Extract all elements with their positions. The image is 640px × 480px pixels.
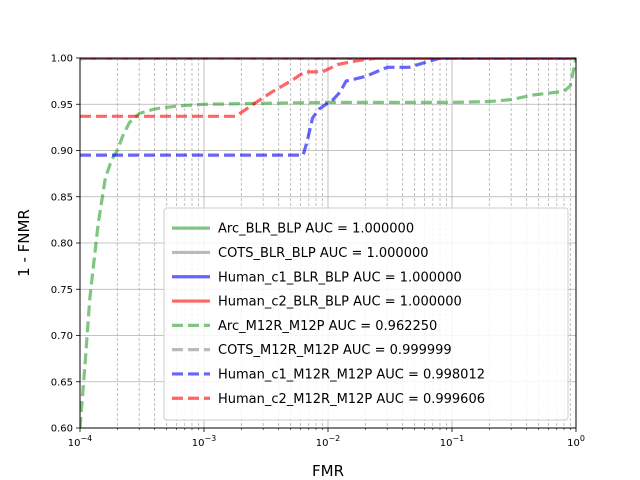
series-line-7	[80, 58, 576, 157]
series-layer	[80, 58, 576, 428]
series-group	[80, 58, 576, 428]
legend-label-3: Human_c1_BLR_BLP AUC = 1.000000	[218, 270, 462, 285]
x-axis-title: FMR	[312, 462, 344, 480]
y-tick-label: 0.85	[51, 192, 73, 203]
legend-label-8: Human_c2_M12R_M12P AUC = 0.999606	[218, 392, 485, 407]
legend-label-2: COTS_BLR_BLP AUC = 1.000000	[218, 246, 429, 261]
x-tick-label: 10−1	[440, 434, 465, 449]
y-tick-label: 0.80	[51, 239, 73, 250]
x-tick-label: 10−2	[316, 434, 341, 449]
legend-label-5: Arc_M12R_M12P AUC = 0.962250	[218, 319, 437, 334]
y-tick-label: 0.70	[51, 331, 73, 342]
series-line-5	[80, 58, 576, 428]
series-line-8	[80, 58, 576, 118]
x-tick-label: 10−4	[68, 434, 93, 449]
y-axis-title: 1 - FNMR	[15, 209, 33, 277]
legend-label-4: Human_c2_BLR_BLP AUC = 1.000000	[218, 295, 462, 310]
y-tick-label: 1.00	[51, 54, 73, 65]
legend-label-6: COTS_M12R_M12P AUC = 0.999999	[218, 343, 452, 358]
y-tick-label: 0.90	[51, 146, 73, 157]
legend: Arc_BLR_BLP AUC = 1.000000 COTS_BLR_BLP A…	[163, 207, 569, 421]
y-tick-label: 0.75	[51, 285, 73, 296]
x-tick-label: 100	[567, 434, 585, 449]
x-tick-label: 10−3	[192, 434, 217, 449]
ticks: 10−4 10−3 10−2 10−1 100 0.60 0.65 0.70 0.75 0.80 0…	[51, 54, 585, 450]
series-line-6	[80, 58, 576, 61]
legend-label-7: Human_c1_M12R_M12P AUC = 0.998012	[218, 367, 485, 382]
legend-box	[163, 207, 569, 421]
y-tick-label: 0.95	[51, 100, 73, 111]
legend-label-1: Arc_BLR_BLP AUC = 1.000000	[218, 222, 414, 237]
y-tick-label: 0.60	[51, 424, 73, 435]
y-tick-label: 0.65	[51, 377, 73, 388]
